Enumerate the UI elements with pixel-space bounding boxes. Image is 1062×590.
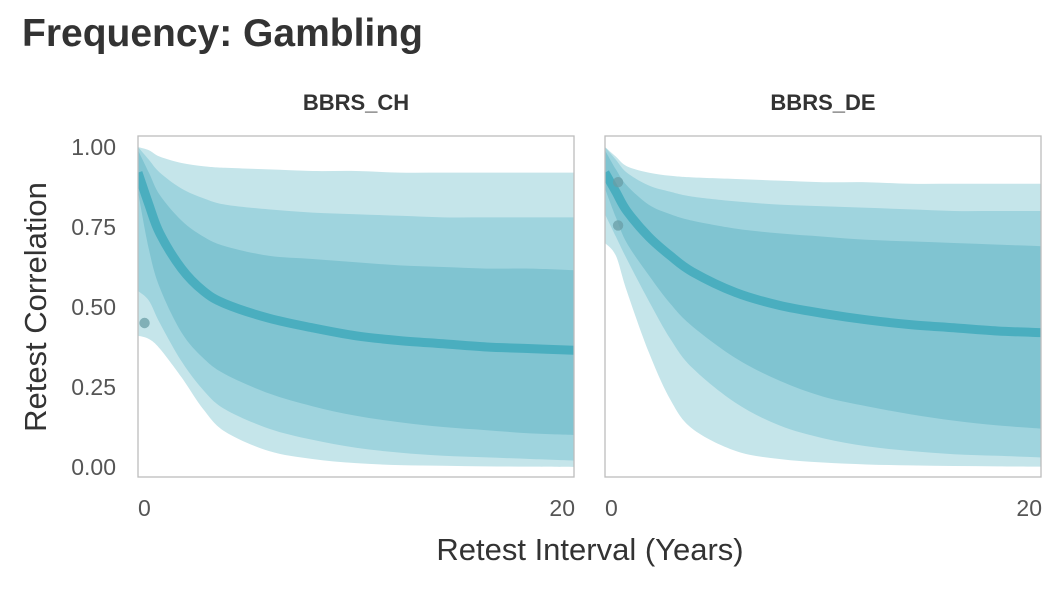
median-line — [138, 171, 574, 355]
y-tick-label: 1.00 — [71, 134, 116, 160]
panels-layer: BBRS_CH 0 20 0.00 0.25 0.50 0.75 1.00 BBRS_DE 0 20 — [71, 90, 1042, 521]
panel-title: BBRS_CH — [303, 90, 409, 115]
y-tick-label: 0.25 — [71, 374, 116, 400]
band-inner — [138, 150, 574, 435]
chart-title: Frequency: Gambling — [22, 12, 423, 55]
y-tick-label: 0.50 — [71, 294, 116, 320]
y-tick-label: 0.00 — [71, 454, 116, 480]
panel-bbrs-de: BBRS_DE 0 20 — [604, 90, 1042, 521]
panel-border — [137, 135, 575, 478]
x-tick-label: 0 — [605, 495, 618, 521]
panel-plot-area — [138, 147, 574, 467]
observed-point — [612, 177, 624, 188]
y-tick-label: 0.75 — [71, 214, 116, 240]
x-tick-label: 0 — [138, 495, 151, 521]
y-axis-label: Retest Correlation — [18, 182, 53, 432]
band-inner — [605, 150, 1041, 429]
x-axis-label: Retest Interval (Years) — [436, 532, 743, 567]
panel-border — [604, 135, 1042, 478]
observed-point — [139, 317, 150, 329]
x-tick-label: 20 — [549, 495, 575, 521]
observed-point — [612, 220, 624, 231]
panel-plot-area — [605, 147, 1041, 467]
panel-title: BBRS_DE — [770, 90, 875, 115]
panel-bbrs-ch: BBRS_CH 0 20 0.00 0.25 0.50 0.75 1.00 — [71, 90, 575, 521]
median-line — [605, 170, 1041, 338]
x-tick-label: 20 — [1016, 495, 1042, 521]
